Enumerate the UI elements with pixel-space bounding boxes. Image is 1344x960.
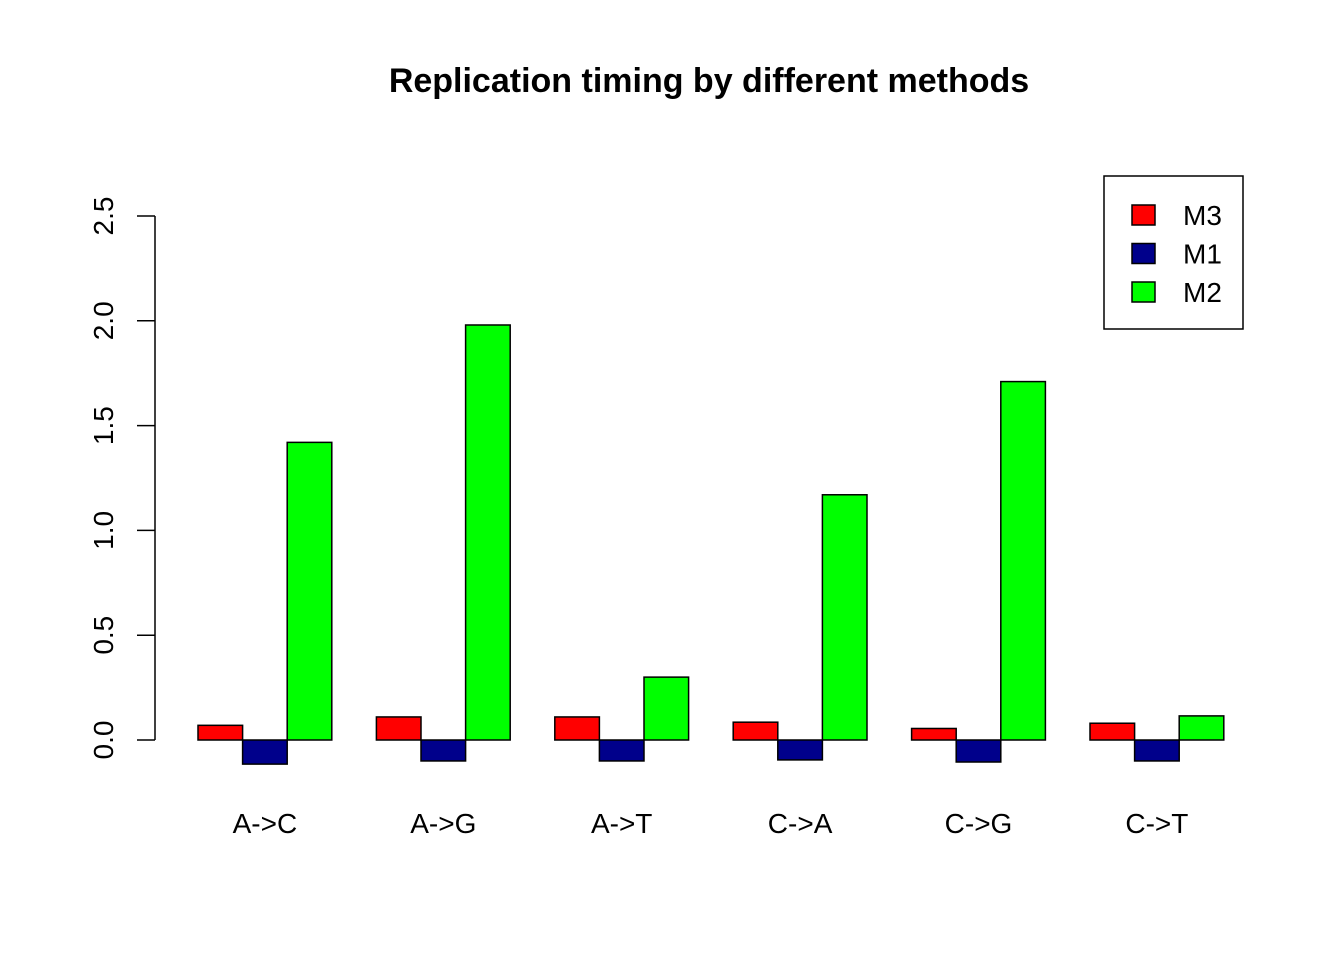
bar-m1-3 [777,739,824,761]
bar-m1-4 [955,739,1002,763]
y-tick-label: 1.0 [88,511,119,550]
bar-m3-3 [732,721,779,741]
y-tick-label: 2.0 [88,301,119,340]
legend-swatch-m2 [1131,281,1156,303]
y-tick-label: 1.5 [88,406,119,445]
bar-m1-5 [1133,739,1180,762]
x-category-label: A->G [410,808,476,839]
y-tick-label: 0.0 [88,721,119,760]
bar-m2-1 [464,324,511,741]
bar-m2-2 [643,676,690,741]
bar-m2-4 [1000,380,1047,741]
x-category-label: A->C [233,808,298,839]
legend: M3 M1 M2 [1103,175,1244,330]
bar-m3-1 [375,716,422,741]
x-category-label: A->T [591,808,652,839]
bar-m3-2 [554,716,601,741]
legend-box [1103,175,1244,330]
bar-group [197,324,1225,765]
y-axis: 0.0 0.5 1.0 1.5 2.0 2.5 [88,197,156,760]
bar-m1-1 [420,739,467,762]
legend-swatch-m1 [1131,242,1156,265]
bar-m3-0 [197,724,244,741]
x-axis-labels: A->C A->G A->T C->A C->G C->T [233,808,1189,839]
x-category-label: C->T [1125,808,1188,839]
bar-m2-5 [1178,715,1225,741]
legend-swatch-m3 [1131,204,1156,226]
legend-label-m2: M2 [1183,277,1222,308]
chart-title: Replication timing by different methods [389,62,1029,100]
bar-m1-2 [598,739,645,762]
x-category-label: C->A [768,808,833,839]
y-tick-label: 0.5 [88,616,119,655]
legend-label-m3: M3 [1183,200,1222,231]
bar-m3-5 [1089,722,1136,741]
bar-m2-0 [286,441,333,741]
legend-label-m1: M1 [1183,239,1222,270]
bar-m3-4 [910,727,957,741]
x-category-label: C->G [945,808,1013,839]
bar-m1-0 [241,739,288,765]
bar-m2-3 [821,494,868,741]
y-tick-label: 2.5 [88,197,119,236]
